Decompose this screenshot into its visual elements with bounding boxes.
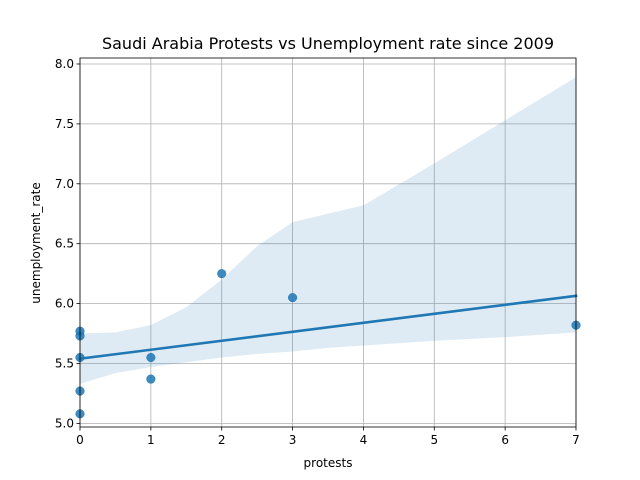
x-tick-label: 5 <box>430 433 438 447</box>
confidence-band <box>80 77 576 384</box>
y-tick-label: 5.5 <box>55 357 74 371</box>
scatter-point <box>217 269 227 279</box>
x-tick-label: 4 <box>360 433 368 447</box>
x-axis-label: protests <box>304 456 353 470</box>
y-axis-ticks: 5.0 5.5 6.0 6.5 7.0 7.5 8.0 <box>55 57 80 430</box>
scatter-point <box>146 374 156 384</box>
x-tick-label: 0 <box>76 433 84 447</box>
x-tick-label: 2 <box>218 433 226 447</box>
regression-line <box>78 294 578 361</box>
regression-line-group <box>78 294 578 361</box>
x-tick-label: 6 <box>501 433 509 447</box>
scatter-points <box>75 269 581 419</box>
y-tick-label: 8.0 <box>55 57 74 71</box>
x-tick-label: 7 <box>572 433 580 447</box>
y-axis-label: unemployment_rate <box>29 182 43 303</box>
scatter-point <box>146 352 156 363</box>
x-tick-label: 1 <box>147 433 155 447</box>
y-tick-label: 7.0 <box>55 177 74 191</box>
y-tick-label: 5.0 <box>55 416 74 430</box>
y-tick-label: 6.0 <box>55 297 74 311</box>
x-tick-label: 3 <box>289 433 297 447</box>
y-tick-label: 6.5 <box>55 237 74 251</box>
x-axis-ticks: 0 1 2 3 4 5 6 7 <box>76 427 580 447</box>
chart-title: Saudi Arabia Protests vs Unemployment ra… <box>102 34 554 53</box>
y-tick-label: 7.5 <box>55 117 74 131</box>
confidence-band-area <box>80 77 576 384</box>
scatter-point <box>288 293 298 303</box>
plot-frame <box>79 57 577 428</box>
grid <box>79 58 577 427</box>
